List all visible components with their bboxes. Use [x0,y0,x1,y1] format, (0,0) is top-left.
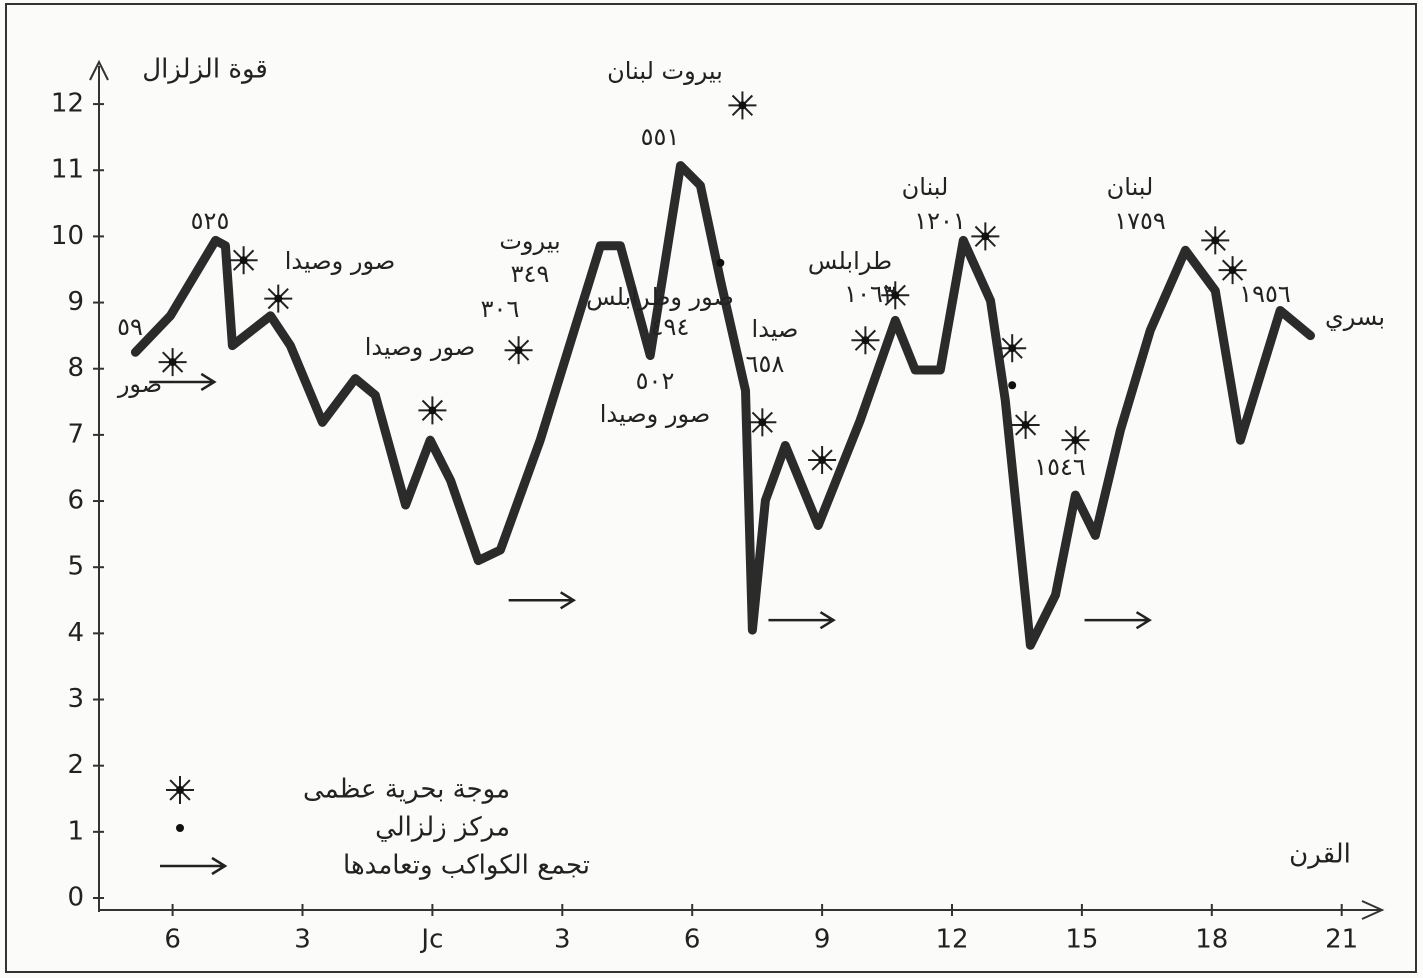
star-marker [728,91,756,119]
star-core [1211,236,1219,244]
annotation: صيدا [752,315,799,343]
annotation: بيروت لبنان [607,57,723,85]
star-marker [264,285,292,313]
dot-core [176,824,184,832]
star-core [176,786,184,794]
x-tick-label: 3 [554,925,571,955]
y-tick-label: 8 [67,353,84,383]
star-marker [851,326,879,354]
x-tick-label: 18 [1195,925,1228,955]
annotation: ٣٤٩ [511,260,550,288]
star-marker [230,246,258,274]
star-marker [808,446,836,474]
y-tick-label: 2 [67,750,84,780]
y-tick-label: 6 [67,486,84,516]
annotation: ٥٠٢ [636,367,675,395]
annotation: ١٠٦٣ [844,280,896,308]
x-tick-label: 15 [1065,925,1098,955]
star-core [818,456,826,464]
star-marker [159,348,187,376]
annotation: ٥٢٥ [191,207,230,235]
y-axis-title: قوة الزلزال [142,55,268,85]
star-core [1071,436,1079,444]
annotation: ١٩٥٦ [1239,280,1291,308]
dot-core [716,259,724,267]
annotation: صور [117,370,162,398]
star-core [981,232,989,240]
x-tick-label: 6 [164,925,181,955]
annotation: ٤٩٤ [651,313,690,341]
star-core [758,418,766,426]
y-tick-label: 3 [67,684,84,714]
x-tick-label: 21 [1325,925,1358,955]
annotation: بسري [1325,303,1385,331]
annotation: ١٥٤٦ [1034,453,1086,481]
x-axis-title: القرن [1289,840,1351,870]
y-tick-label: 4 [67,618,84,648]
star-marker [418,396,446,424]
y-tick-label: 7 [67,419,84,449]
star-core [1229,266,1237,274]
annotation: ٦٥٨ [746,350,785,378]
annotation: صور وصيدا [365,333,475,361]
x-tick-label: 9 [814,925,831,955]
y-tick-label: 12 [51,89,84,119]
x-tick-label: 3 [294,925,311,955]
star-core [274,295,282,303]
legend-symbol [176,824,184,832]
star-marker [998,334,1026,362]
star-core [515,346,523,354]
y-tick-label: 1 [67,816,84,846]
star-marker [1061,426,1089,454]
star-core [738,101,746,109]
annotation: لبنان [1107,173,1154,201]
annotation: ٥٩ [117,313,143,341]
star-marker [1012,411,1040,439]
star-core [428,406,436,414]
chart: قوة الزلزال القرن 012345678910111263Jc36… [0,0,1423,978]
annotation: ٥٥١ [641,123,680,151]
annotation: ٣٠٦ [481,295,520,323]
star-core [861,336,869,344]
background [0,0,1423,978]
annotation: طرابلس [808,247,892,275]
annotation: صور وصيدا [600,400,710,428]
dot-marker [716,259,724,267]
legend-label: مركز زلزالي [375,813,510,843]
legend-label: موجة بحرية عظمى [303,775,510,805]
y-tick-label: 5 [67,552,84,582]
annotation: لبنان [902,173,949,201]
star-marker [505,336,533,364]
y-tick-label: 0 [67,883,84,913]
x-tick-label: Jc [419,925,443,955]
star-core [1022,421,1030,429]
x-tick-label: 6 [684,925,701,955]
y-tick-label: 11 [51,155,84,185]
annotation: صور وصيدا [285,247,395,275]
star-core [1008,344,1016,352]
star-marker [971,222,999,250]
annotation: ١٢٠١ [914,207,966,235]
annotation: صور وطرابلس [586,283,734,311]
legend-label: تجمع الكواكب وتعامدها [343,851,590,881]
y-tick-label: 9 [67,287,84,317]
dot-marker [1008,381,1016,389]
dot-core [1008,381,1016,389]
legend-symbol [166,776,194,804]
star-core [169,358,177,366]
x-tick-label: 12 [935,925,968,955]
star-marker [1201,226,1229,254]
y-tick-label: 10 [51,221,84,251]
annotation: ١٧٥٩ [1114,207,1166,235]
star-marker [748,408,776,436]
annotation: بيروت [499,227,560,255]
star-core [240,256,248,264]
